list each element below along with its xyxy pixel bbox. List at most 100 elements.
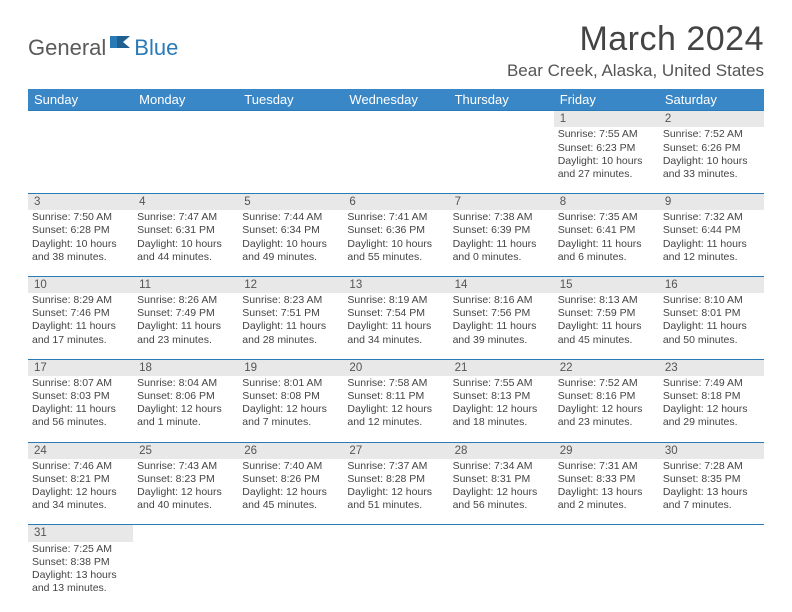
sunset-text: Sunset: 6:34 PM <box>242 224 339 237</box>
weekday-header: Wednesday <box>343 89 448 111</box>
sunset-text: Sunset: 7:49 PM <box>137 307 234 320</box>
day-number-cell <box>449 111 554 128</box>
sunrise-text: Sunrise: 7:58 AM <box>347 377 444 390</box>
day-detail-cell <box>133 127 238 193</box>
day-number-cell: 16 <box>659 276 764 293</box>
day-number-cell: 1 <box>554 111 659 128</box>
sunrise-text: Sunrise: 7:32 AM <box>663 211 760 224</box>
day-detail-cell <box>343 542 448 608</box>
day-number-cell: 22 <box>554 359 659 376</box>
day-number-cell <box>133 525 238 542</box>
daylight-text: Daylight: 12 hours <box>32 486 129 499</box>
sunrise-text: Sunrise: 8:16 AM <box>453 294 550 307</box>
day-detail-cell: Sunrise: 8:16 AMSunset: 7:56 PMDaylight:… <box>449 293 554 359</box>
daylight-text: and 51 minutes. <box>347 499 444 512</box>
sunset-text: Sunset: 6:39 PM <box>453 224 550 237</box>
day-number-cell: 27 <box>343 442 448 459</box>
weekday-header: Friday <box>554 89 659 111</box>
daynum-row: 3456789 <box>28 193 764 210</box>
sunrise-text: Sunrise: 7:41 AM <box>347 211 444 224</box>
location: Bear Creek, Alaska, United States <box>507 61 764 81</box>
sunrise-text: Sunrise: 8:07 AM <box>32 377 129 390</box>
day-number-cell: 5 <box>238 193 343 210</box>
sunset-text: Sunset: 8:01 PM <box>663 307 760 320</box>
calendar-table: Sunday Monday Tuesday Wednesday Thursday… <box>28 89 764 608</box>
daylight-text: Daylight: 11 hours <box>663 320 760 333</box>
sunrise-text: Sunrise: 7:47 AM <box>137 211 234 224</box>
day-detail-cell: Sunrise: 7:28 AMSunset: 8:35 PMDaylight:… <box>659 459 764 525</box>
sunrise-text: Sunrise: 8:19 AM <box>347 294 444 307</box>
daylight-text: and 6 minutes. <box>558 251 655 264</box>
sunrise-text: Sunrise: 7:55 AM <box>558 128 655 141</box>
daylight-text: Daylight: 11 hours <box>663 238 760 251</box>
day-number-cell <box>28 111 133 128</box>
day-number-cell <box>238 111 343 128</box>
day-number-cell: 24 <box>28 442 133 459</box>
daylight-text: Daylight: 12 hours <box>242 403 339 416</box>
day-detail-row: Sunrise: 7:25 AMSunset: 8:38 PMDaylight:… <box>28 542 764 608</box>
day-detail-cell: Sunrise: 7:47 AMSunset: 6:31 PMDaylight:… <box>133 210 238 276</box>
sunset-text: Sunset: 8:18 PM <box>663 390 760 403</box>
day-number-cell: 19 <box>238 359 343 376</box>
daylight-text: and 56 minutes. <box>453 499 550 512</box>
day-detail-cell: Sunrise: 8:23 AMSunset: 7:51 PMDaylight:… <box>238 293 343 359</box>
logo-text-general: General <box>28 35 106 61</box>
day-detail-cell: Sunrise: 7:37 AMSunset: 8:28 PMDaylight:… <box>343 459 448 525</box>
day-detail-cell: Sunrise: 8:01 AMSunset: 8:08 PMDaylight:… <box>238 376 343 442</box>
day-detail-cell: Sunrise: 7:25 AMSunset: 8:38 PMDaylight:… <box>28 542 133 608</box>
weekday-header-row: Sunday Monday Tuesday Wednesday Thursday… <box>28 89 764 111</box>
daylight-text: Daylight: 11 hours <box>347 320 444 333</box>
flag-icon <box>110 34 132 55</box>
sunset-text: Sunset: 8:21 PM <box>32 473 129 486</box>
day-number-cell <box>449 525 554 542</box>
daynum-row: 24252627282930 <box>28 442 764 459</box>
daylight-text: Daylight: 10 hours <box>347 238 444 251</box>
daylight-text: and 56 minutes. <box>32 416 129 429</box>
sunrise-text: Sunrise: 8:26 AM <box>137 294 234 307</box>
day-detail-cell <box>343 127 448 193</box>
sunset-text: Sunset: 8:33 PM <box>558 473 655 486</box>
day-number-cell: 23 <box>659 359 764 376</box>
daylight-text: Daylight: 12 hours <box>242 486 339 499</box>
logo-text-blue: Blue <box>134 35 178 61</box>
day-detail-row: Sunrise: 8:07 AMSunset: 8:03 PMDaylight:… <box>28 376 764 442</box>
day-detail-row: Sunrise: 8:29 AMSunset: 7:46 PMDaylight:… <box>28 293 764 359</box>
sunset-text: Sunset: 6:41 PM <box>558 224 655 237</box>
daylight-text: Daylight: 12 hours <box>347 403 444 416</box>
sunrise-text: Sunrise: 7:52 AM <box>558 377 655 390</box>
daylight-text: Daylight: 10 hours <box>32 238 129 251</box>
sunrise-text: Sunrise: 7:34 AM <box>453 460 550 473</box>
sunset-text: Sunset: 8:23 PM <box>137 473 234 486</box>
sunset-text: Sunset: 8:08 PM <box>242 390 339 403</box>
daynum-row: 31 <box>28 525 764 542</box>
day-detail-cell: Sunrise: 7:40 AMSunset: 8:26 PMDaylight:… <box>238 459 343 525</box>
day-detail-cell <box>28 127 133 193</box>
day-number-cell: 18 <box>133 359 238 376</box>
day-detail-cell: Sunrise: 8:10 AMSunset: 8:01 PMDaylight:… <box>659 293 764 359</box>
weekday-header: Thursday <box>449 89 554 111</box>
day-number-cell: 11 <box>133 276 238 293</box>
day-number-cell: 2 <box>659 111 764 128</box>
weekday-header: Sunday <box>28 89 133 111</box>
daylight-text: and 45 minutes. <box>242 499 339 512</box>
day-number-cell: 10 <box>28 276 133 293</box>
daynum-row: 10111213141516 <box>28 276 764 293</box>
daylight-text: and 7 minutes. <box>242 416 339 429</box>
day-number-cell: 17 <box>28 359 133 376</box>
daynum-row: 12 <box>28 111 764 128</box>
daylight-text: Daylight: 11 hours <box>32 320 129 333</box>
sunrise-text: Sunrise: 8:04 AM <box>137 377 234 390</box>
day-number-cell: 9 <box>659 193 764 210</box>
day-detail-cell: Sunrise: 8:04 AMSunset: 8:06 PMDaylight:… <box>133 376 238 442</box>
sunrise-text: Sunrise: 7:28 AM <box>663 460 760 473</box>
daylight-text: Daylight: 11 hours <box>137 320 234 333</box>
daylight-text: Daylight: 12 hours <box>453 403 550 416</box>
day-number-cell: 7 <box>449 193 554 210</box>
sunset-text: Sunset: 8:06 PM <box>137 390 234 403</box>
day-detail-cell: Sunrise: 7:34 AMSunset: 8:31 PMDaylight:… <box>449 459 554 525</box>
day-detail-cell: Sunrise: 8:26 AMSunset: 7:49 PMDaylight:… <box>133 293 238 359</box>
day-number-cell: 20 <box>343 359 448 376</box>
title-block: March 2024 Bear Creek, Alaska, United St… <box>507 20 764 81</box>
daylight-text: Daylight: 11 hours <box>32 403 129 416</box>
daylight-text: Daylight: 11 hours <box>242 320 339 333</box>
